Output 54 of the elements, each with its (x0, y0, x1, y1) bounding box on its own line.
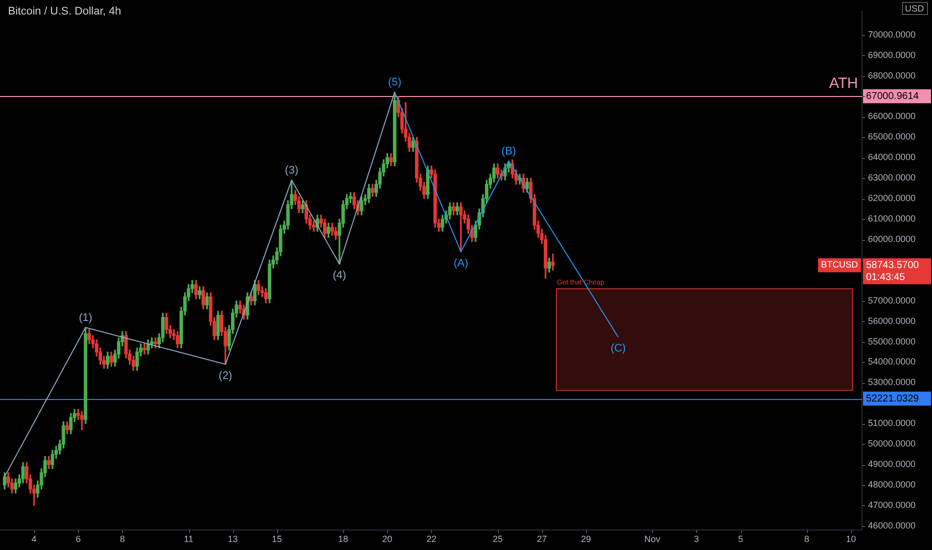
x-tick-label: 29 (581, 534, 592, 544)
x-tick-label: 20 (382, 534, 392, 544)
chart-title: Bitcoin / U.S. Dollar, 4h (8, 6, 122, 18)
x-tick-label: Nov (644, 534, 661, 544)
x-tick-label: 13 (228, 534, 238, 544)
y-axis-title: USD (905, 3, 924, 14)
y-tick-label: 46000.0000 (868, 520, 916, 530)
y-tick-label: 60000.0000 (868, 234, 916, 244)
y-tick-label: 70000.0000 (868, 29, 916, 40)
y-tick-label: 69000.0000 (868, 50, 916, 60)
y-tick-label: 62000.0000 (868, 193, 916, 204)
annotation: (5) (388, 76, 402, 89)
y-tick-label: 68000.0000 (868, 70, 916, 80)
x-tick-label: 10 (846, 534, 856, 544)
annotation: BTCUSD (821, 260, 858, 270)
x-tick-label: 5 (738, 534, 744, 544)
annotation: (A) (454, 257, 468, 270)
y-tick-label: 61000.0000 (868, 214, 916, 224)
y-tick-label: 63000.0000 (868, 172, 916, 183)
x-tick-label: 3 (694, 534, 699, 544)
ref-line-label: 52221.0329 (866, 393, 920, 404)
x-tick-label: 8 (804, 534, 810, 544)
x-tick-label: 18 (338, 534, 348, 544)
x-tick-label: 11 (184, 534, 194, 544)
x-tick-label: 25 (492, 534, 503, 544)
y-tick-label: 49000.0000 (868, 459, 916, 470)
y-tick-label: 47000.0000 (868, 500, 916, 510)
y-tick-label: 56000.0000 (868, 316, 916, 326)
y-tick-label: 50000.0000 (868, 438, 916, 449)
y-tick-label: 48000.0000 (868, 479, 916, 490)
x-tick-label: 4 (32, 534, 37, 544)
annotation: (4) (332, 270, 346, 282)
y-tick-label: 55000.0000 (868, 336, 916, 346)
annotation: (3) (284, 164, 298, 177)
y-tick-label: 65000.0000 (868, 132, 916, 142)
text: 58743.5700 (866, 260, 920, 271)
annotation: (2) (218, 370, 232, 382)
y-tick-label: 53000.0000 (868, 377, 916, 388)
x-tick-label: 6 (76, 534, 81, 544)
ref-line-label: 67000.9614 (866, 91, 920, 102)
y-tick-label: 57000.0000 (868, 295, 916, 306)
x-tick-label: 15 (272, 534, 282, 544)
annotation: (B) (501, 146, 516, 158)
x-tick-label: 8 (120, 534, 125, 544)
x-tick-label: 27 (536, 534, 547, 544)
y-tick-label: 66000.0000 (868, 111, 916, 122)
y-tick-label: 54000.0000 (868, 356, 916, 367)
annotation: (1) (78, 312, 92, 324)
text: 01:43:45 (866, 272, 906, 283)
y-tick-label: 64000.0000 (868, 152, 916, 162)
annotation: ATH (829, 74, 858, 92)
annotation: (C) (610, 342, 626, 355)
y-tick-label: 51000.0000 (868, 418, 916, 428)
x-tick-label: 22 (426, 534, 436, 544)
